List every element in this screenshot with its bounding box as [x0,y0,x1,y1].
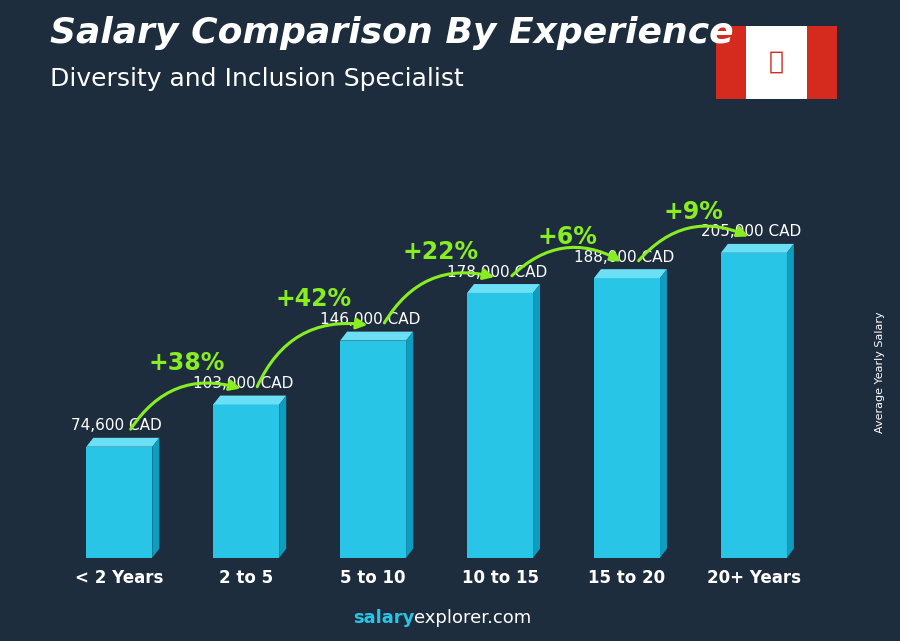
Text: +9%: +9% [664,199,724,224]
Text: +42%: +42% [275,287,351,312]
FancyBboxPatch shape [716,26,837,99]
Polygon shape [721,244,794,253]
Polygon shape [721,253,787,558]
Polygon shape [340,340,406,558]
Text: 103,000 CAD: 103,000 CAD [194,376,293,391]
Polygon shape [594,278,660,558]
Polygon shape [279,395,286,558]
Text: 178,000 CAD: 178,000 CAD [447,265,547,279]
Polygon shape [660,269,667,558]
Text: Average Yearly Salary: Average Yearly Salary [875,311,886,433]
Polygon shape [787,244,794,558]
Bar [716,26,746,99]
Polygon shape [86,438,159,447]
Polygon shape [467,284,540,293]
Text: Diversity and Inclusion Specialist: Diversity and Inclusion Specialist [50,67,464,91]
Text: 146,000 CAD: 146,000 CAD [320,312,420,327]
Polygon shape [406,331,413,558]
Polygon shape [86,447,152,558]
Text: salary: salary [353,609,414,627]
Text: explorer.com: explorer.com [414,609,531,627]
Polygon shape [594,269,667,278]
Text: 74,600 CAD: 74,600 CAD [71,419,162,433]
Polygon shape [467,293,533,558]
Polygon shape [340,331,413,340]
Polygon shape [533,284,540,558]
Polygon shape [213,404,279,558]
Text: 188,000 CAD: 188,000 CAD [574,250,674,265]
Text: Salary Comparison By Experience: Salary Comparison By Experience [50,16,733,50]
Text: +22%: +22% [402,240,478,263]
Polygon shape [213,395,286,404]
Text: +38%: +38% [148,351,224,375]
Bar [806,26,837,99]
Text: +6%: +6% [537,225,597,249]
Text: 205,000 CAD: 205,000 CAD [701,224,801,240]
Polygon shape [152,438,159,558]
Text: 🍁: 🍁 [769,50,784,74]
